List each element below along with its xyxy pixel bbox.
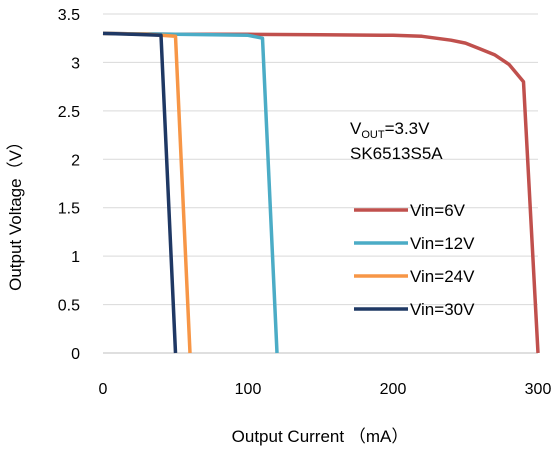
series-lines [102, 31, 540, 354]
vout-value: =3.3V [385, 119, 431, 138]
y-tick-label: 3.5 [58, 7, 80, 24]
x-axis-title: Output Current （mA） [232, 427, 409, 446]
y-tick-label: 1.5 [58, 201, 80, 218]
y-tick-label: 0.5 [58, 298, 80, 315]
legend-label: Vin=30V [410, 300, 475, 319]
x-tick-label: 300 [525, 381, 552, 398]
y-tick-label: 1 [71, 249, 80, 266]
y-tick-label: 3 [71, 55, 80, 72]
legend-label: Vin=6V [410, 201, 466, 220]
y-axis-title: Output Voltage（V） [6, 133, 25, 291]
x-tick-label: 0 [99, 381, 108, 398]
vout-annotation: VOUT=3.3V [350, 119, 430, 141]
y-tick-label: 2 [71, 152, 80, 169]
part-number-annotation: SK6513S5A [350, 144, 443, 163]
legend-label: Vin=12V [410, 234, 475, 253]
vout-subscript: OUT [361, 129, 385, 141]
x-tick-label: 100 [235, 381, 262, 398]
tick-labels: 0 0.5 1 1.5 2 2.5 3 3.5 0 100 200 300 [58, 7, 552, 398]
x-tick-label: 200 [380, 381, 407, 398]
series-line-vin-30v [102, 31, 178, 354]
legend-label: Vin=24V [410, 267, 475, 286]
y-tick-label: 0 [71, 346, 80, 363]
vout-prefix: V [350, 119, 362, 138]
legend: Vin=6V Vin=12V Vin=24V Vin=30V [354, 201, 475, 319]
y-tick-label: 2.5 [58, 104, 80, 121]
